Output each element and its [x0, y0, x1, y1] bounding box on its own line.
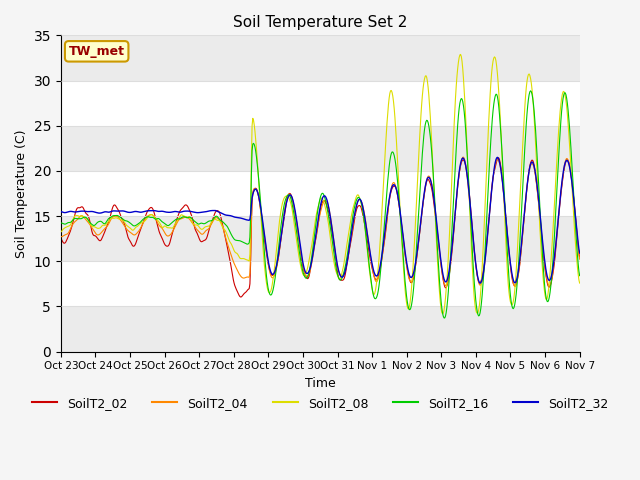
Line: SoilT2_16: SoilT2_16	[61, 91, 580, 318]
Bar	[61, 36, 580, 81]
SoilT2_08	[173, 219, 180, 225]
Bar	[61, 126, 580, 171]
SoilT2_04	[511, 284, 518, 289]
SoilT2_32	[493, 155, 501, 160]
SoilT2_02	[67, 228, 74, 234]
SoilT2_08	[383, 120, 391, 126]
SoilT2_08	[200, 225, 207, 231]
SoilT2_16	[398, 240, 406, 246]
SoilT2_08	[438, 311, 446, 317]
SoilT2_16	[200, 221, 207, 227]
Line: SoilT2_04: SoilT2_04	[61, 157, 580, 287]
SoilT2_02	[120, 219, 127, 225]
SoilT2_08	[398, 244, 406, 250]
SoilT2_04	[383, 216, 391, 222]
SoilT2_04	[200, 230, 207, 236]
SoilT2_02	[237, 294, 244, 300]
SoilT2_32	[57, 209, 65, 215]
SoilT2_02	[384, 210, 392, 216]
Bar	[61, 306, 580, 351]
SoilT2_04	[173, 221, 180, 227]
SoilT2_02	[399, 233, 406, 239]
SoilT2_16	[120, 217, 127, 223]
SoilT2_08	[67, 222, 74, 228]
Legend: SoilT2_02, SoilT2_04, SoilT2_08, SoilT2_16, SoilT2_32: SoilT2_02, SoilT2_04, SoilT2_08, SoilT2_…	[27, 392, 614, 415]
SoilT2_16	[57, 220, 65, 226]
SoilT2_04	[460, 154, 467, 160]
SoilT2_32	[398, 225, 406, 231]
SoilT2_02	[576, 254, 584, 260]
SoilT2_32	[476, 280, 484, 286]
SoilT2_08	[57, 229, 65, 235]
SoilT2_32	[173, 209, 180, 215]
SoilT2_04	[398, 227, 406, 233]
Line: SoilT2_02: SoilT2_02	[61, 158, 580, 297]
SoilT2_16	[173, 216, 180, 222]
SoilT2_32	[120, 208, 127, 214]
SoilT2_04	[67, 226, 74, 232]
SoilT2_02	[173, 218, 180, 224]
SoilT2_32	[200, 209, 207, 215]
Line: SoilT2_08: SoilT2_08	[61, 54, 580, 314]
Text: TW_met: TW_met	[68, 45, 125, 58]
SoilT2_04	[57, 234, 65, 240]
SoilT2_32	[576, 250, 584, 256]
SoilT2_02	[494, 155, 502, 161]
SoilT2_04	[120, 222, 127, 228]
SoilT2_16	[383, 187, 391, 192]
SoilT2_16	[67, 219, 74, 225]
SoilT2_02	[200, 238, 207, 243]
SoilT2_16	[576, 273, 584, 278]
Title: Soil Temperature Set 2: Soil Temperature Set 2	[233, 15, 408, 30]
Bar	[61, 216, 580, 261]
Line: SoilT2_32: SoilT2_32	[61, 157, 580, 283]
SoilT2_32	[67, 208, 74, 214]
SoilT2_02	[57, 236, 65, 241]
SoilT2_16	[527, 88, 534, 94]
SoilT2_08	[120, 218, 127, 224]
SoilT2_16	[441, 315, 449, 321]
SoilT2_08	[576, 280, 584, 286]
Y-axis label: Soil Temperature (C): Soil Temperature (C)	[15, 129, 28, 258]
X-axis label: Time: Time	[305, 377, 335, 390]
SoilT2_08	[457, 51, 465, 57]
SoilT2_04	[576, 256, 584, 262]
SoilT2_32	[383, 212, 391, 218]
